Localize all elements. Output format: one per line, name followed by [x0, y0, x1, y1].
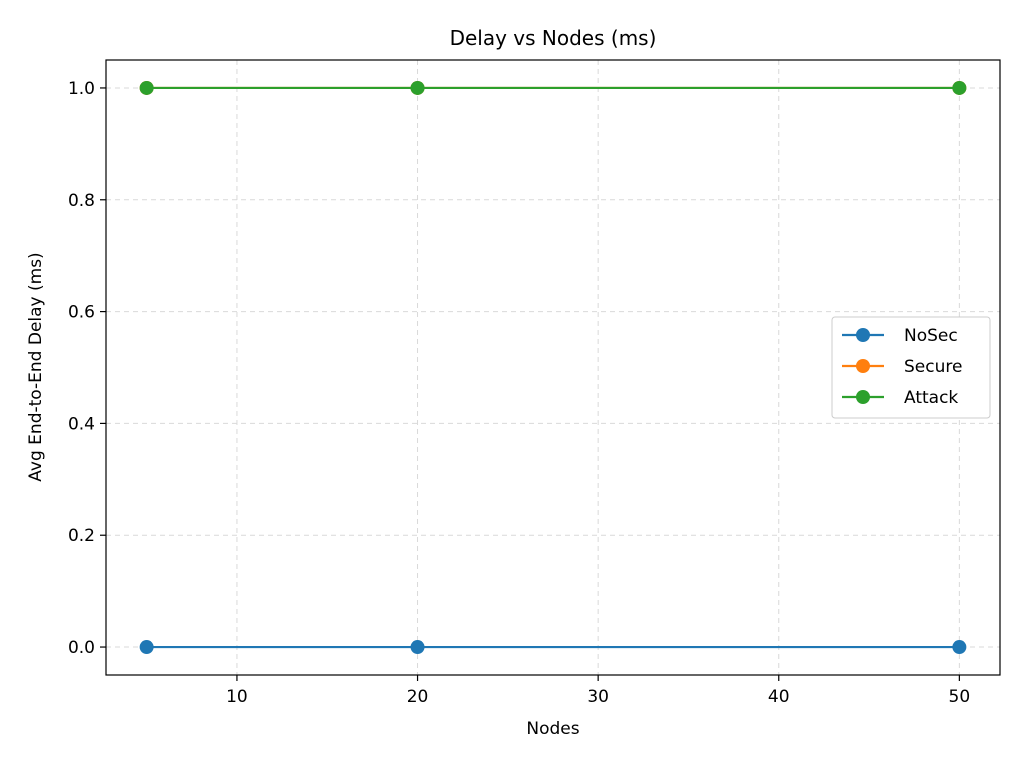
data-point-attack: [139, 80, 154, 95]
x-tick-label: 20: [407, 687, 429, 707]
axis-ticks: 10 20 30 40 50 0.0 0.2 0.4 0.6 0.8 1.0: [68, 79, 970, 707]
legend-item-nosec: NoSec: [842, 326, 958, 346]
x-tick-label: 50: [949, 687, 971, 707]
legend-swatch-marker: [856, 359, 870, 373]
plot-area-frame: [105, 59, 1001, 676]
x-axis-label: Nodes: [526, 719, 579, 739]
y-tick-label: 0.6: [68, 303, 95, 323]
y-axis-label: Avg End-to-End Delay (ms): [26, 252, 46, 481]
data-point-nosec: [952, 640, 967, 655]
x-tick-label: 30: [587, 687, 609, 707]
chart-title: Delay vs Nodes (ms): [450, 26, 657, 50]
series-nosec: [139, 640, 967, 655]
y-tick-label: 1.0: [68, 79, 95, 99]
y-tick-label: 0.2: [68, 526, 95, 546]
legend-label: NoSec: [904, 326, 958, 346]
y-tick-label: 0.8: [68, 191, 95, 211]
x-tick-label: 10: [226, 687, 248, 707]
legend: NoSec Secure Attack: [831, 316, 991, 419]
legend-item-secure: Secure: [842, 357, 962, 377]
data-point-nosec: [139, 640, 154, 655]
legend-swatch-marker: [856, 328, 870, 342]
legend-frame: [831, 316, 991, 419]
legend-label: Attack: [904, 388, 958, 408]
legend-swatch-marker: [856, 390, 870, 404]
data-point-nosec: [410, 640, 425, 655]
y-tick-label: 0.4: [68, 414, 95, 434]
y-tick-label: 0.0: [68, 638, 95, 658]
series-lines: [139, 80, 967, 655]
legend-item-attack: Attack: [842, 388, 958, 408]
legend-label: Secure: [904, 357, 962, 377]
series-attack: [139, 80, 967, 95]
data-point-attack: [410, 80, 425, 95]
x-tick-label: 40: [768, 687, 790, 707]
data-point-attack: [952, 80, 967, 95]
